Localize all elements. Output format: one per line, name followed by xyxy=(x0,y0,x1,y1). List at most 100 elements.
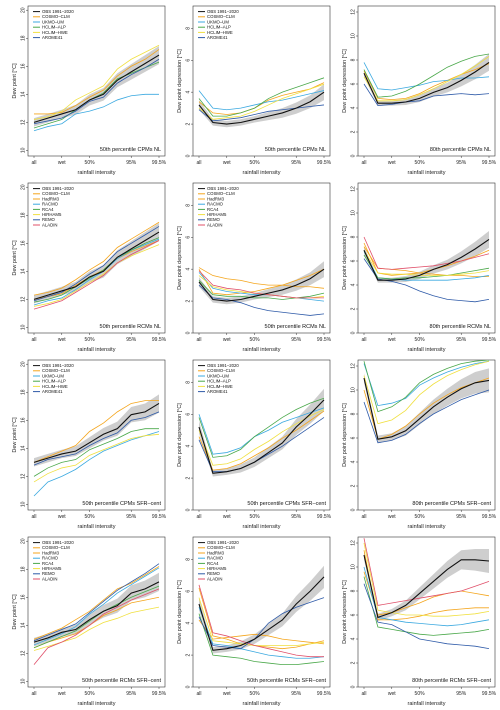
y-tick-label: 12 xyxy=(351,363,357,369)
series-line-ukmo-um xyxy=(33,93,159,132)
y-tick-label: 8 xyxy=(351,412,357,415)
series-line-remo xyxy=(33,226,160,302)
x-tick-label: 50% xyxy=(85,337,96,343)
y-tick-label: 4 xyxy=(186,445,192,448)
series-line-hclim-hwe xyxy=(33,433,160,483)
legend-entry: COSMO–CLM xyxy=(207,545,235,550)
series-line-ukmo-um xyxy=(33,431,160,497)
legend-entry: COSMO–CLM xyxy=(42,14,70,19)
x-tick-label: 99.5% xyxy=(152,160,167,166)
panel-7: 10 12 14 16 18 20 Dew point [°C] all wet 50% 95% 99… xyxy=(12,359,167,530)
y-tick-label: 2 xyxy=(351,484,357,487)
panel-annotation: 50th percentile CPMs SFR–cent xyxy=(247,501,326,507)
legend: OBS 1991–2020COSMO–CLMHadRM3RACMORCA4HIR… xyxy=(198,186,239,227)
legend: OBS 1991–2020COSMO–CLMHadRM3RACMORCA4HIR… xyxy=(33,186,74,227)
x-tick-label: all xyxy=(196,514,201,520)
panel-annotation: 50th percentile RCMs SFR–cent xyxy=(82,678,161,684)
panel-annotation: 80th percentile CPMs NL xyxy=(430,147,491,153)
y-axis-label: Dew point depression [°C] xyxy=(177,403,183,467)
x-tick-label: 50% xyxy=(85,691,96,697)
series-line-obs-1991-2020 xyxy=(33,54,160,123)
x-tick-label: 50% xyxy=(415,514,426,520)
x-tick-label: 95% xyxy=(456,691,467,697)
series-line-arome41 xyxy=(33,411,160,466)
legend-entry: HadRM3 xyxy=(207,196,225,201)
legend-entry: RACMO xyxy=(42,202,59,207)
legend-entry: AROME41 xyxy=(207,35,228,40)
x-tick-label: 99.5% xyxy=(317,337,332,343)
series-line-hadrm3 xyxy=(198,587,325,650)
legend-entry: COSMO–CLM xyxy=(42,368,70,373)
series-line-hclim-hwe xyxy=(198,83,325,120)
x-tick-label: wet xyxy=(58,691,66,697)
legend-entry: UKMO–UM xyxy=(42,19,64,24)
y-tick-label: 6 xyxy=(351,613,357,616)
y-tick-label: 14 xyxy=(21,622,27,628)
y-tick-label: 20 xyxy=(21,361,27,367)
obs-uncertainty-band xyxy=(199,84,324,128)
x-tick-label: 99.5% xyxy=(317,514,332,520)
obs-uncertainty-band xyxy=(199,261,324,305)
x-tick-label: 95% xyxy=(456,514,467,520)
y-tick-label: 10 xyxy=(351,33,357,39)
panel-annotation: 50th percentile CPMs NL xyxy=(100,147,161,153)
panel-annotation: 50th percentile RCMs SFR–cent xyxy=(247,678,326,684)
panel-annotation: 80th percentile RCMs NL xyxy=(430,324,491,330)
legend-entry: COSMO–CLM xyxy=(207,14,235,19)
x-tick-label: 99.5% xyxy=(317,160,332,166)
y-tick-label: 4 xyxy=(186,622,192,625)
y-tick-label: 0 xyxy=(351,331,357,334)
legend-entry: HCLIM–HWE xyxy=(207,30,233,35)
x-tick-label: 95% xyxy=(291,514,302,520)
series-line-arome41 xyxy=(363,83,490,107)
legend-entry: AROME41 xyxy=(42,389,63,394)
series-line-obs-1991-2020 xyxy=(198,91,325,125)
series-line-obs-1991-2020 xyxy=(33,231,160,300)
series-line-obs-1991-2020 xyxy=(363,238,490,281)
legend-entry: RCA4 xyxy=(42,207,54,212)
obs-uncertainty-band xyxy=(364,549,489,621)
legend-entry: OBS 1991–2020 xyxy=(42,9,74,14)
x-tick-label: all xyxy=(31,514,36,520)
plot-area xyxy=(363,53,490,107)
y-tick-label: 16 xyxy=(21,63,27,69)
series-line-hadrm3 xyxy=(363,550,489,621)
series-line-hadrm3 xyxy=(198,267,325,289)
series-line-ukmo-um xyxy=(198,407,325,455)
plot-area xyxy=(198,565,325,666)
x-tick-label: wet xyxy=(388,337,396,343)
plot-area xyxy=(33,221,160,310)
plot-frame xyxy=(357,5,496,157)
x-tick-label: wet xyxy=(223,691,231,697)
series-line-aladin xyxy=(363,236,490,270)
series-line-obs-1991-2020 xyxy=(33,581,160,643)
plot-area xyxy=(33,394,160,497)
x-tick-label: 50% xyxy=(415,337,426,343)
y-tick-label: 2 xyxy=(186,476,192,479)
y-axis-label: Dew point depression [°C] xyxy=(177,226,183,290)
plot-area xyxy=(198,388,325,477)
y-tick-label: 12 xyxy=(21,473,27,479)
series-line-hirham5 xyxy=(33,244,160,307)
series-line-hirham5 xyxy=(33,606,160,651)
series-line-cosmo-clm xyxy=(198,619,325,645)
y-tick-label: 10 xyxy=(21,678,27,684)
panel-annotation: 80th percentile CPMs SFR–cent xyxy=(412,501,491,507)
panel-annotation: 50th percentile CPMs NL xyxy=(265,147,326,153)
legend-entry: COSMO–CLM xyxy=(207,191,235,196)
y-tick-label: 0 xyxy=(186,685,192,688)
series-line-racmo xyxy=(33,238,160,306)
y-tick-label: 6 xyxy=(351,82,357,85)
y-tick-label: 10 xyxy=(351,564,357,570)
legend-entry: COSMO–CLM xyxy=(42,545,70,550)
legend-entry: OBS 1991–2020 xyxy=(207,9,239,14)
panel-12: 0 2 4 6 8 10 12 Dew point depression [°C] all wet… xyxy=(342,536,497,707)
series-line-rca4 xyxy=(198,280,325,300)
panel-4: 10 12 14 16 18 20 Dew point [°C] all wet 50% 95% 99… xyxy=(12,182,167,353)
x-tick-label: 50% xyxy=(85,514,96,520)
x-axis-label: rainfall intensity xyxy=(78,524,116,530)
y-tick-label: 10 xyxy=(21,324,27,330)
plot-frame xyxy=(192,182,331,334)
series-line-ukmo-um xyxy=(363,360,490,407)
y-tick-label: 4 xyxy=(351,106,357,109)
